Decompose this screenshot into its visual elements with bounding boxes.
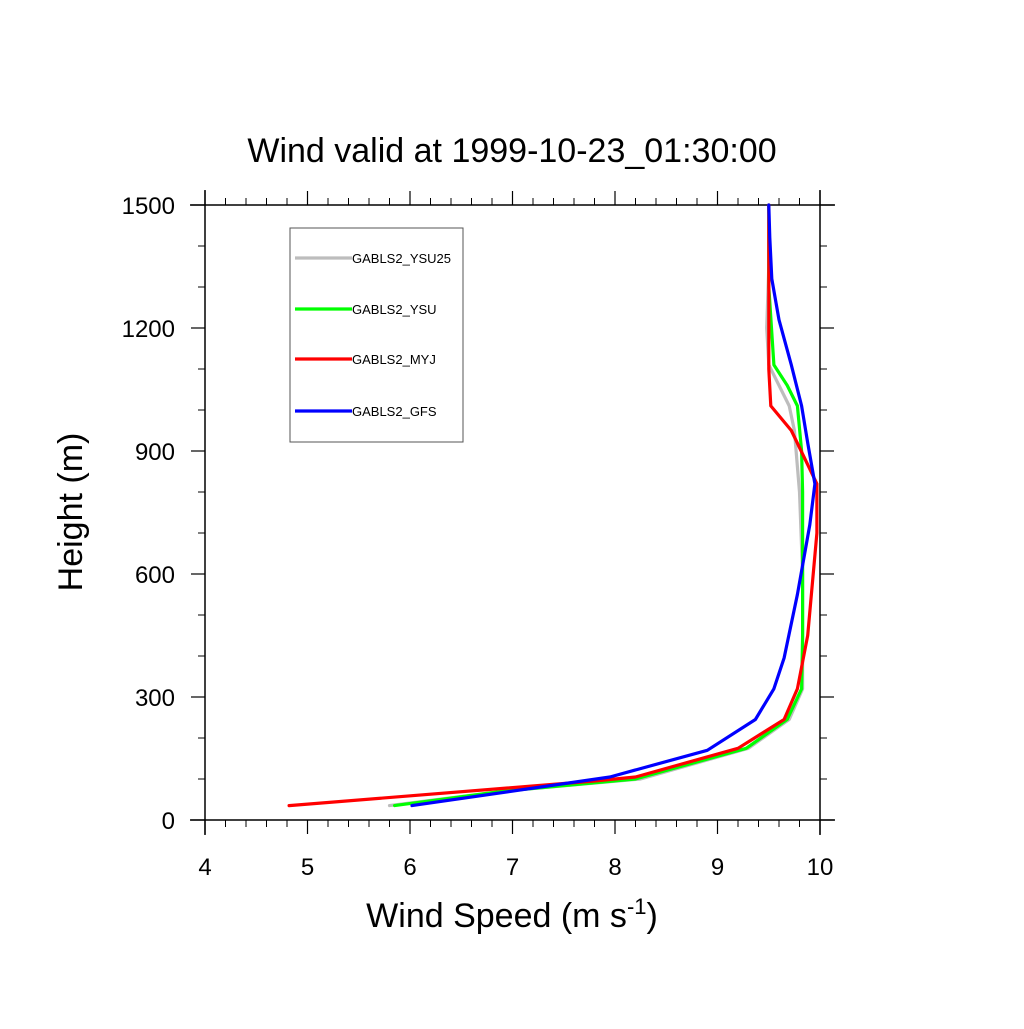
y-axis-label: Height (m) <box>52 433 90 592</box>
legend: GABLS2_YSU25 GABLS2_YSU GABLS2_MYJ GABLS2_G… <box>289 227 464 443</box>
x-axis-label: Wind Speed (m s-1) <box>366 894 658 935</box>
x-tick-label: 7 <box>506 854 519 881</box>
y-tick-label: 1200 <box>122 316 175 343</box>
y-tick-label: 300 <box>135 685 175 712</box>
y-tick-label: 600 <box>135 562 175 589</box>
legend-label: GABLS2_YSU25 <box>352 251 451 266</box>
legend-box <box>289 227 464 443</box>
legend-label: GABLS2_GFS <box>352 404 437 419</box>
legend-label: GABLS2_YSU <box>352 302 437 317</box>
y-tick-label: 900 <box>135 439 175 466</box>
series-line-gabls2-gfs <box>410 203 817 808</box>
tick-labels-group: 4 5 6 7 8 9 10 0 300 600 900 1200 1500 <box>122 193 834 881</box>
series-group <box>287 203 819 808</box>
x-tick-label: 5 <box>301 854 314 881</box>
legend-label: GABLS2_MYJ <box>352 352 436 367</box>
y-tick-label: 0 <box>162 808 175 835</box>
x-tick-label: 10 <box>807 854 834 881</box>
x-tick-label: 6 <box>403 854 416 881</box>
plot-frame-group <box>190 190 835 835</box>
x-axis-label-main: Wind Speed (m s <box>366 897 627 935</box>
x-tick-label: 9 <box>711 854 724 881</box>
ticks-group <box>191 191 834 834</box>
x-axis-label-superscript: -1 <box>627 894 647 919</box>
chart-title: Wind valid at 1999-10-23_01:30:00 <box>247 132 776 170</box>
series-line-gabls2-myj <box>287 203 819 808</box>
y-tick-label: 1500 <box>122 193 175 220</box>
x-tick-label: 8 <box>608 854 621 881</box>
x-tick-label: 4 <box>198 854 211 881</box>
x-axis-label-suffix: ) <box>647 897 658 935</box>
